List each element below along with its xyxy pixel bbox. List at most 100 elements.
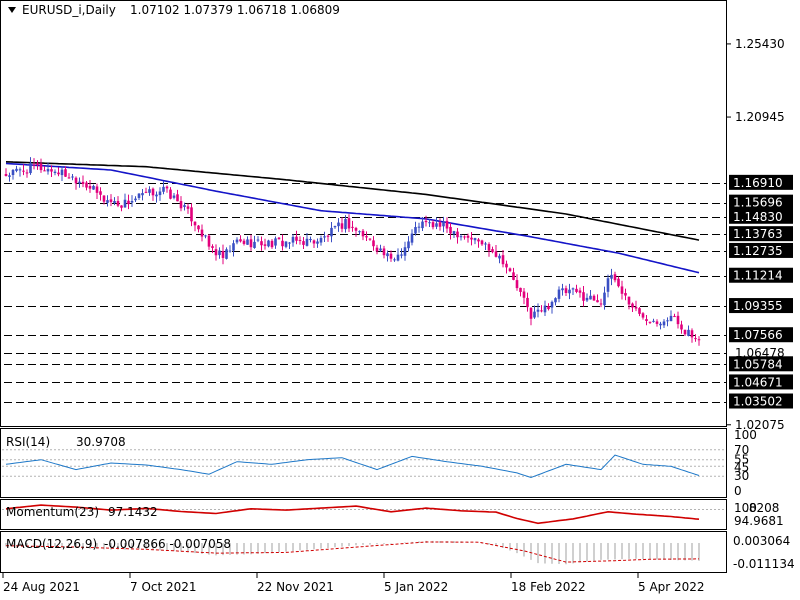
candle-body [512, 272, 515, 280]
level-label: 1.15696 [733, 196, 783, 210]
rsi-level-label: 55 [734, 453, 749, 467]
candle-body [414, 227, 417, 234]
candle-body [610, 274, 613, 279]
momentum-line [5, 504, 700, 525]
candle-body [652, 320, 655, 322]
candle-body [232, 243, 235, 251]
candle-body [536, 309, 540, 312]
level-label: 1.12735 [733, 244, 783, 258]
candle-body [403, 247, 407, 256]
candle-body [659, 323, 662, 326]
momentum-scale-label: .8208 [745, 501, 779, 515]
ma-slow-line [5, 161, 700, 241]
momentum-scale-label: 100 [734, 501, 757, 515]
collapse-triangle-icon[interactable] [8, 7, 16, 13]
candle-body [92, 185, 95, 190]
candle-body [53, 171, 57, 173]
candle-body [8, 175, 11, 177]
candle-body [298, 239, 302, 241]
time-tick-label: 5 Jan 2022 [384, 580, 448, 594]
candle-body [43, 170, 46, 172]
candle-body [561, 288, 564, 291]
candle-body [218, 250, 221, 256]
candle-body [680, 324, 683, 330]
candle-body [186, 206, 190, 209]
candle-body [666, 320, 669, 322]
candle-body [211, 246, 214, 248]
candle-body [445, 220, 449, 229]
rsi-level-label: 70 [734, 443, 749, 457]
macd-axis: 0.003064 -0.011134 [733, 534, 795, 571]
candle-body [214, 249, 218, 256]
rsi-value: 30.9708 [76, 435, 126, 449]
candle-body [568, 289, 571, 294]
candle-body [249, 239, 253, 248]
candle-body [543, 305, 547, 313]
candle-body [39, 163, 43, 171]
candle-body [638, 308, 641, 314]
candle-body [169, 189, 172, 199]
candle-body [424, 220, 428, 223]
candle-body [613, 274, 617, 281]
candle-body [141, 193, 144, 196]
time-tick-label: 18 Feb 2022 [511, 580, 586, 594]
candle-body [382, 248, 386, 256]
candle-body [29, 162, 32, 174]
momentum-value: 97.1432 [108, 505, 158, 519]
candle-body [305, 238, 309, 246]
candle-body [589, 295, 592, 300]
candle-body [148, 189, 151, 193]
candle-body [554, 298, 557, 303]
candle-body [274, 238, 277, 246]
candle-body [599, 303, 603, 305]
time-tick-label: 7 Oct 2021 [130, 580, 197, 594]
candle-body [225, 249, 228, 259]
candle-body [151, 188, 155, 196]
macd-signal-path [5, 541, 699, 563]
candle-body [389, 253, 393, 259]
rsi-level-label: 100 [734, 428, 757, 442]
candle-body [207, 235, 211, 247]
candle-body [592, 295, 596, 301]
candle-body [74, 177, 78, 184]
candle-body [316, 241, 319, 244]
candle-body [694, 338, 697, 340]
candle-body [60, 169, 64, 176]
candle-body [253, 241, 256, 248]
level-label-box [729, 298, 793, 314]
candle-body [134, 198, 137, 201]
macd-signal-line [5, 541, 699, 563]
level-label-box [729, 194, 793, 210]
candle-body [470, 237, 473, 240]
candle-body [326, 235, 330, 237]
candle-body [669, 315, 673, 322]
candle-body [179, 201, 183, 209]
candle-body [522, 291, 526, 298]
candle-body [288, 242, 291, 244]
candle-body [501, 255, 505, 265]
candle-body [361, 230, 365, 237]
candle-body [417, 226, 421, 228]
candle-body [379, 248, 382, 251]
price-axis: 1.25430 1.20945 1.02075 1.16910 1.156961.148… [727, 37, 793, 432]
candle-body [106, 200, 109, 203]
candle-body [256, 239, 260, 241]
level-label: 1.05784 [733, 357, 783, 371]
level-label: 1.04671 [733, 375, 783, 389]
candle-body [368, 238, 372, 240]
candle-body [22, 170, 25, 172]
candle-body [57, 172, 60, 175]
candle-body [183, 205, 186, 207]
candle-body [519, 287, 522, 292]
candle-body [18, 169, 22, 171]
candle-body [358, 231, 361, 233]
candle-body [120, 205, 123, 208]
candle-body [165, 186, 169, 189]
candle-body [428, 222, 431, 224]
candle-body [323, 236, 326, 238]
candle-body [102, 195, 106, 202]
level-label-box [729, 208, 793, 224]
candle-body [547, 306, 550, 310]
momentum-panel-frame [0, 499, 727, 530]
candle-body [683, 329, 687, 335]
